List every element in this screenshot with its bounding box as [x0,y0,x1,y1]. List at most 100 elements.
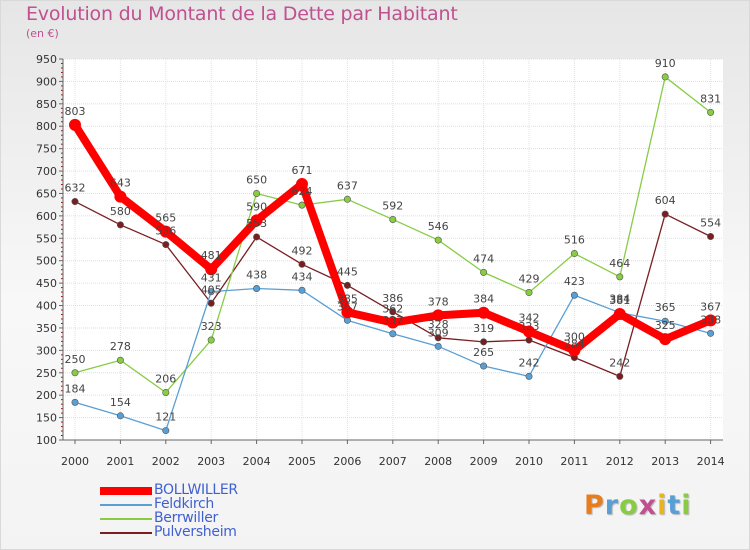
legend-label: Feldkirch [154,496,214,512]
data-point [389,215,397,223]
data-label: 580 [110,205,131,218]
data-point [480,362,488,370]
data-point [162,241,170,249]
data-label: 328 [428,318,449,331]
data-point [159,225,172,238]
data-point [253,189,261,197]
data-point [71,198,79,206]
data-label: 405 [201,283,222,296]
data-point [434,342,442,350]
data-point [69,118,81,131]
data-label: 565 [155,212,176,225]
data-point [659,333,672,346]
data-label: 429 [519,273,540,286]
y-tick-label: 750 [36,143,57,156]
data-point [296,178,308,191]
y-tick-label: 400 [36,300,57,313]
data-label: 337 [382,314,403,327]
data-label: 250 [65,353,86,366]
data-label: 671 [292,164,313,177]
legend-swatch [100,487,152,495]
data-label: 362 [382,303,403,316]
data-point [207,299,215,307]
data-point [253,284,261,292]
data-label: 650 [246,173,267,186]
y-tick-label: 350 [36,322,57,335]
data-point [525,289,533,297]
data-point [298,286,306,294]
x-tick-label: 2001 [106,455,134,468]
data-point [205,263,218,276]
x-tick-label: 2011 [560,455,588,468]
x-tick-label: 2013 [651,455,679,468]
data-label: 474 [473,252,494,265]
y-tick-label: 600 [36,210,57,223]
x-tick-label: 2009 [470,455,498,468]
x-tick-label: 2006 [333,455,361,468]
y-tick-label: 650 [36,187,57,200]
x-tick-label: 2010 [515,455,543,468]
data-point [71,369,79,377]
data-point [707,329,715,337]
data-point [661,317,669,325]
legend-label: BOLLWILLER [154,482,238,498]
y-tick-label: 800 [36,120,57,133]
data-point [207,336,215,344]
data-point [480,338,488,346]
x-tick-label: 2007 [379,455,407,468]
data-label: 643 [110,177,131,190]
data-point [116,356,124,364]
data-point [480,268,488,276]
data-label: 121 [155,411,176,424]
data-point [661,73,669,81]
data-point [707,233,715,241]
y-tick-label: 150 [36,412,57,425]
data-label: 384 [473,293,494,306]
data-point [116,412,124,420]
data-point [343,195,351,203]
data-point [525,336,533,344]
data-point [704,314,717,327]
data-label: 431 [201,272,222,285]
chart-title: Evolution du Montant de la Dette par Hab… [26,3,458,25]
y-tick-label: 500 [36,255,57,268]
data-label: 637 [337,179,358,192]
data-label: 367 [700,300,721,313]
data-label: 604 [655,194,676,207]
y-tick-label: 450 [36,277,57,290]
data-point [477,306,490,319]
data-point [432,309,445,322]
data-label: 381 [609,294,630,307]
data-label: 154 [110,396,131,409]
data-label: 300 [564,330,585,343]
data-point [341,306,354,319]
legend-swatch [100,518,152,520]
data-label: 323 [201,320,222,333]
logo-letter: t [667,490,682,521]
data-point [250,214,263,227]
x-tick-label: 2003 [197,455,225,468]
data-label: 367 [337,300,358,313]
data-label: 206 [155,372,176,385]
data-label: 378 [428,295,449,308]
data-point [434,334,442,342]
data-point [389,308,397,316]
data-point [707,108,715,116]
data-point [523,325,535,338]
data-point [568,344,581,357]
data-point [389,330,397,338]
x-tick-label: 2000 [61,455,89,468]
data-point [616,273,624,281]
data-label: 536 [155,225,176,238]
y-tick-label: 300 [36,344,57,357]
data-label: 242 [519,356,540,369]
data-label: 365 [655,301,676,314]
data-point [207,288,215,296]
data-point [613,308,626,321]
logo-letter: o [619,490,639,521]
data-label: 624 [292,185,313,198]
data-point [116,221,124,229]
data-label: 554 [700,217,721,230]
y-tick-label: 550 [36,232,57,245]
